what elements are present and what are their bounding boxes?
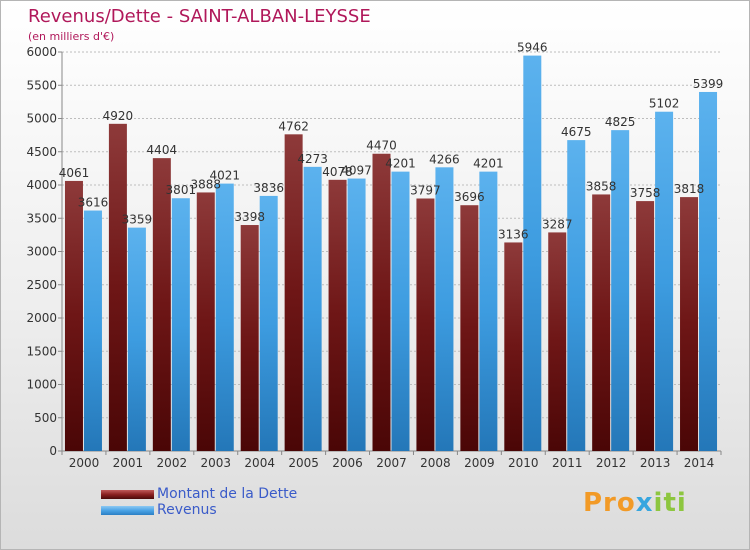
x-tick-label: 2010: [508, 456, 539, 470]
bar-revenus: [391, 171, 410, 452]
legend-label-dette: Montant de la Dette: [157, 486, 298, 502]
value-label-revenus: 4201: [473, 157, 504, 171]
bar-revenus: [567, 140, 586, 452]
value-label-dette: 4404: [147, 143, 178, 157]
x-tick-label: 2001: [113, 456, 144, 470]
value-label-dette: 3758: [630, 186, 661, 200]
bar-dette: [636, 201, 655, 451]
value-label-dette: 3287: [542, 217, 573, 231]
value-label-revenus: 4201: [385, 157, 416, 171]
bar-revenus: [479, 171, 498, 452]
bar-dette: [108, 123, 127, 451]
legend-swatch-revenus: [101, 506, 154, 515]
value-label-revenus: 3616: [78, 196, 109, 210]
y-tick-label: 1000: [26, 378, 57, 392]
proxiti-logo: Proxiti: [583, 488, 687, 518]
chart-subtitle: (en milliers d'€): [28, 30, 115, 43]
x-tick-label: 2013: [640, 456, 671, 470]
bar-revenus: [215, 183, 234, 451]
value-label-dette: 3858: [586, 179, 617, 193]
value-label-revenus: 4675: [561, 125, 592, 139]
y-tick-label: 5000: [26, 112, 57, 126]
y-tick-label: 5500: [26, 78, 57, 92]
value-label-dette: 4061: [59, 166, 90, 180]
value-label-dette: 3818: [674, 182, 705, 196]
value-label-revenus: 4825: [605, 115, 636, 129]
value-label-revenus: 5946: [517, 41, 548, 55]
bar-revenus: [699, 91, 718, 452]
bar-dette: [416, 198, 435, 451]
value-label-revenus: 4266: [429, 152, 460, 166]
value-label-dette: 3398: [234, 210, 265, 224]
y-tick-label: 4000: [26, 178, 57, 192]
x-tick-label: 2012: [596, 456, 627, 470]
x-tick-label: 2002: [157, 456, 188, 470]
bar-dette: [196, 192, 215, 451]
y-tick-label: 1500: [26, 344, 57, 358]
bar-dette: [460, 205, 479, 451]
bar-dette: [548, 232, 567, 451]
x-tick-label: 2007: [376, 456, 407, 470]
y-tick-label: 500: [34, 411, 57, 425]
bar-revenus: [259, 195, 278, 451]
bar-dette: [152, 158, 171, 451]
bar-revenus: [435, 167, 454, 451]
value-label-revenus: 5399: [693, 77, 724, 91]
bar-revenus: [171, 198, 190, 451]
x-tick-label: 2005: [288, 456, 319, 470]
value-label-dette: 3136: [498, 227, 529, 241]
value-label-revenus: 4273: [297, 152, 328, 166]
x-tick-label: 2008: [420, 456, 451, 470]
chart-title: Revenus/Dette - SAINT-ALBAN-LEYSSE: [28, 6, 371, 27]
value-label-revenus: 5102: [649, 97, 680, 111]
value-label-dette: 3797: [410, 183, 441, 197]
legend-swatch-dette: [101, 490, 154, 499]
value-label-dette: 4920: [103, 109, 134, 123]
y-tick-label: 4500: [26, 145, 57, 159]
bar-revenus: [303, 166, 322, 451]
y-tick-label: 2500: [26, 278, 57, 292]
value-label-dette: 4078: [322, 165, 353, 179]
bar-revenus: [523, 55, 542, 451]
y-tick-label: 2000: [26, 311, 57, 325]
value-label-revenus: 3801: [166, 183, 197, 197]
bar-dette: [680, 197, 699, 451]
value-label-dette: 4470: [366, 139, 397, 153]
value-label-revenus: 4021: [209, 169, 240, 183]
x-tick-label: 2011: [552, 456, 583, 470]
y-tick-label: 0: [49, 444, 57, 458]
legend-label-revenus: Revenus: [157, 502, 217, 518]
bar-dette: [240, 225, 259, 451]
x-tick-label: 2004: [244, 456, 275, 470]
value-label-revenus: 4097: [341, 164, 372, 178]
bar-revenus: [127, 227, 146, 451]
bar-dette: [328, 179, 347, 452]
y-tick-label: 3500: [26, 211, 57, 225]
bar-dette: [64, 180, 83, 452]
value-label-dette: 4762: [278, 119, 309, 133]
value-label-revenus: 3359: [122, 213, 153, 227]
y-tick-label: 3000: [26, 245, 57, 259]
bar-dette: [592, 194, 611, 451]
x-tick-label: 2014: [684, 456, 715, 470]
bar-dette: [284, 134, 303, 451]
value-label-revenus: 3836: [253, 181, 284, 195]
bar-revenus: [655, 111, 674, 451]
value-label-dette: 3696: [454, 190, 485, 204]
value-label-dette: 3888: [190, 177, 221, 191]
x-tick-label: 2006: [332, 456, 363, 470]
bar-dette: [504, 242, 523, 451]
x-tick-label: 2003: [200, 456, 231, 470]
bar-dette: [372, 153, 391, 451]
bar-revenus: [83, 210, 102, 451]
x-tick-label: 2009: [464, 456, 495, 470]
bar-revenus: [611, 130, 630, 451]
x-tick-label: 2000: [69, 456, 100, 470]
y-tick-label: 6000: [26, 45, 57, 59]
bar-revenus: [347, 178, 366, 451]
